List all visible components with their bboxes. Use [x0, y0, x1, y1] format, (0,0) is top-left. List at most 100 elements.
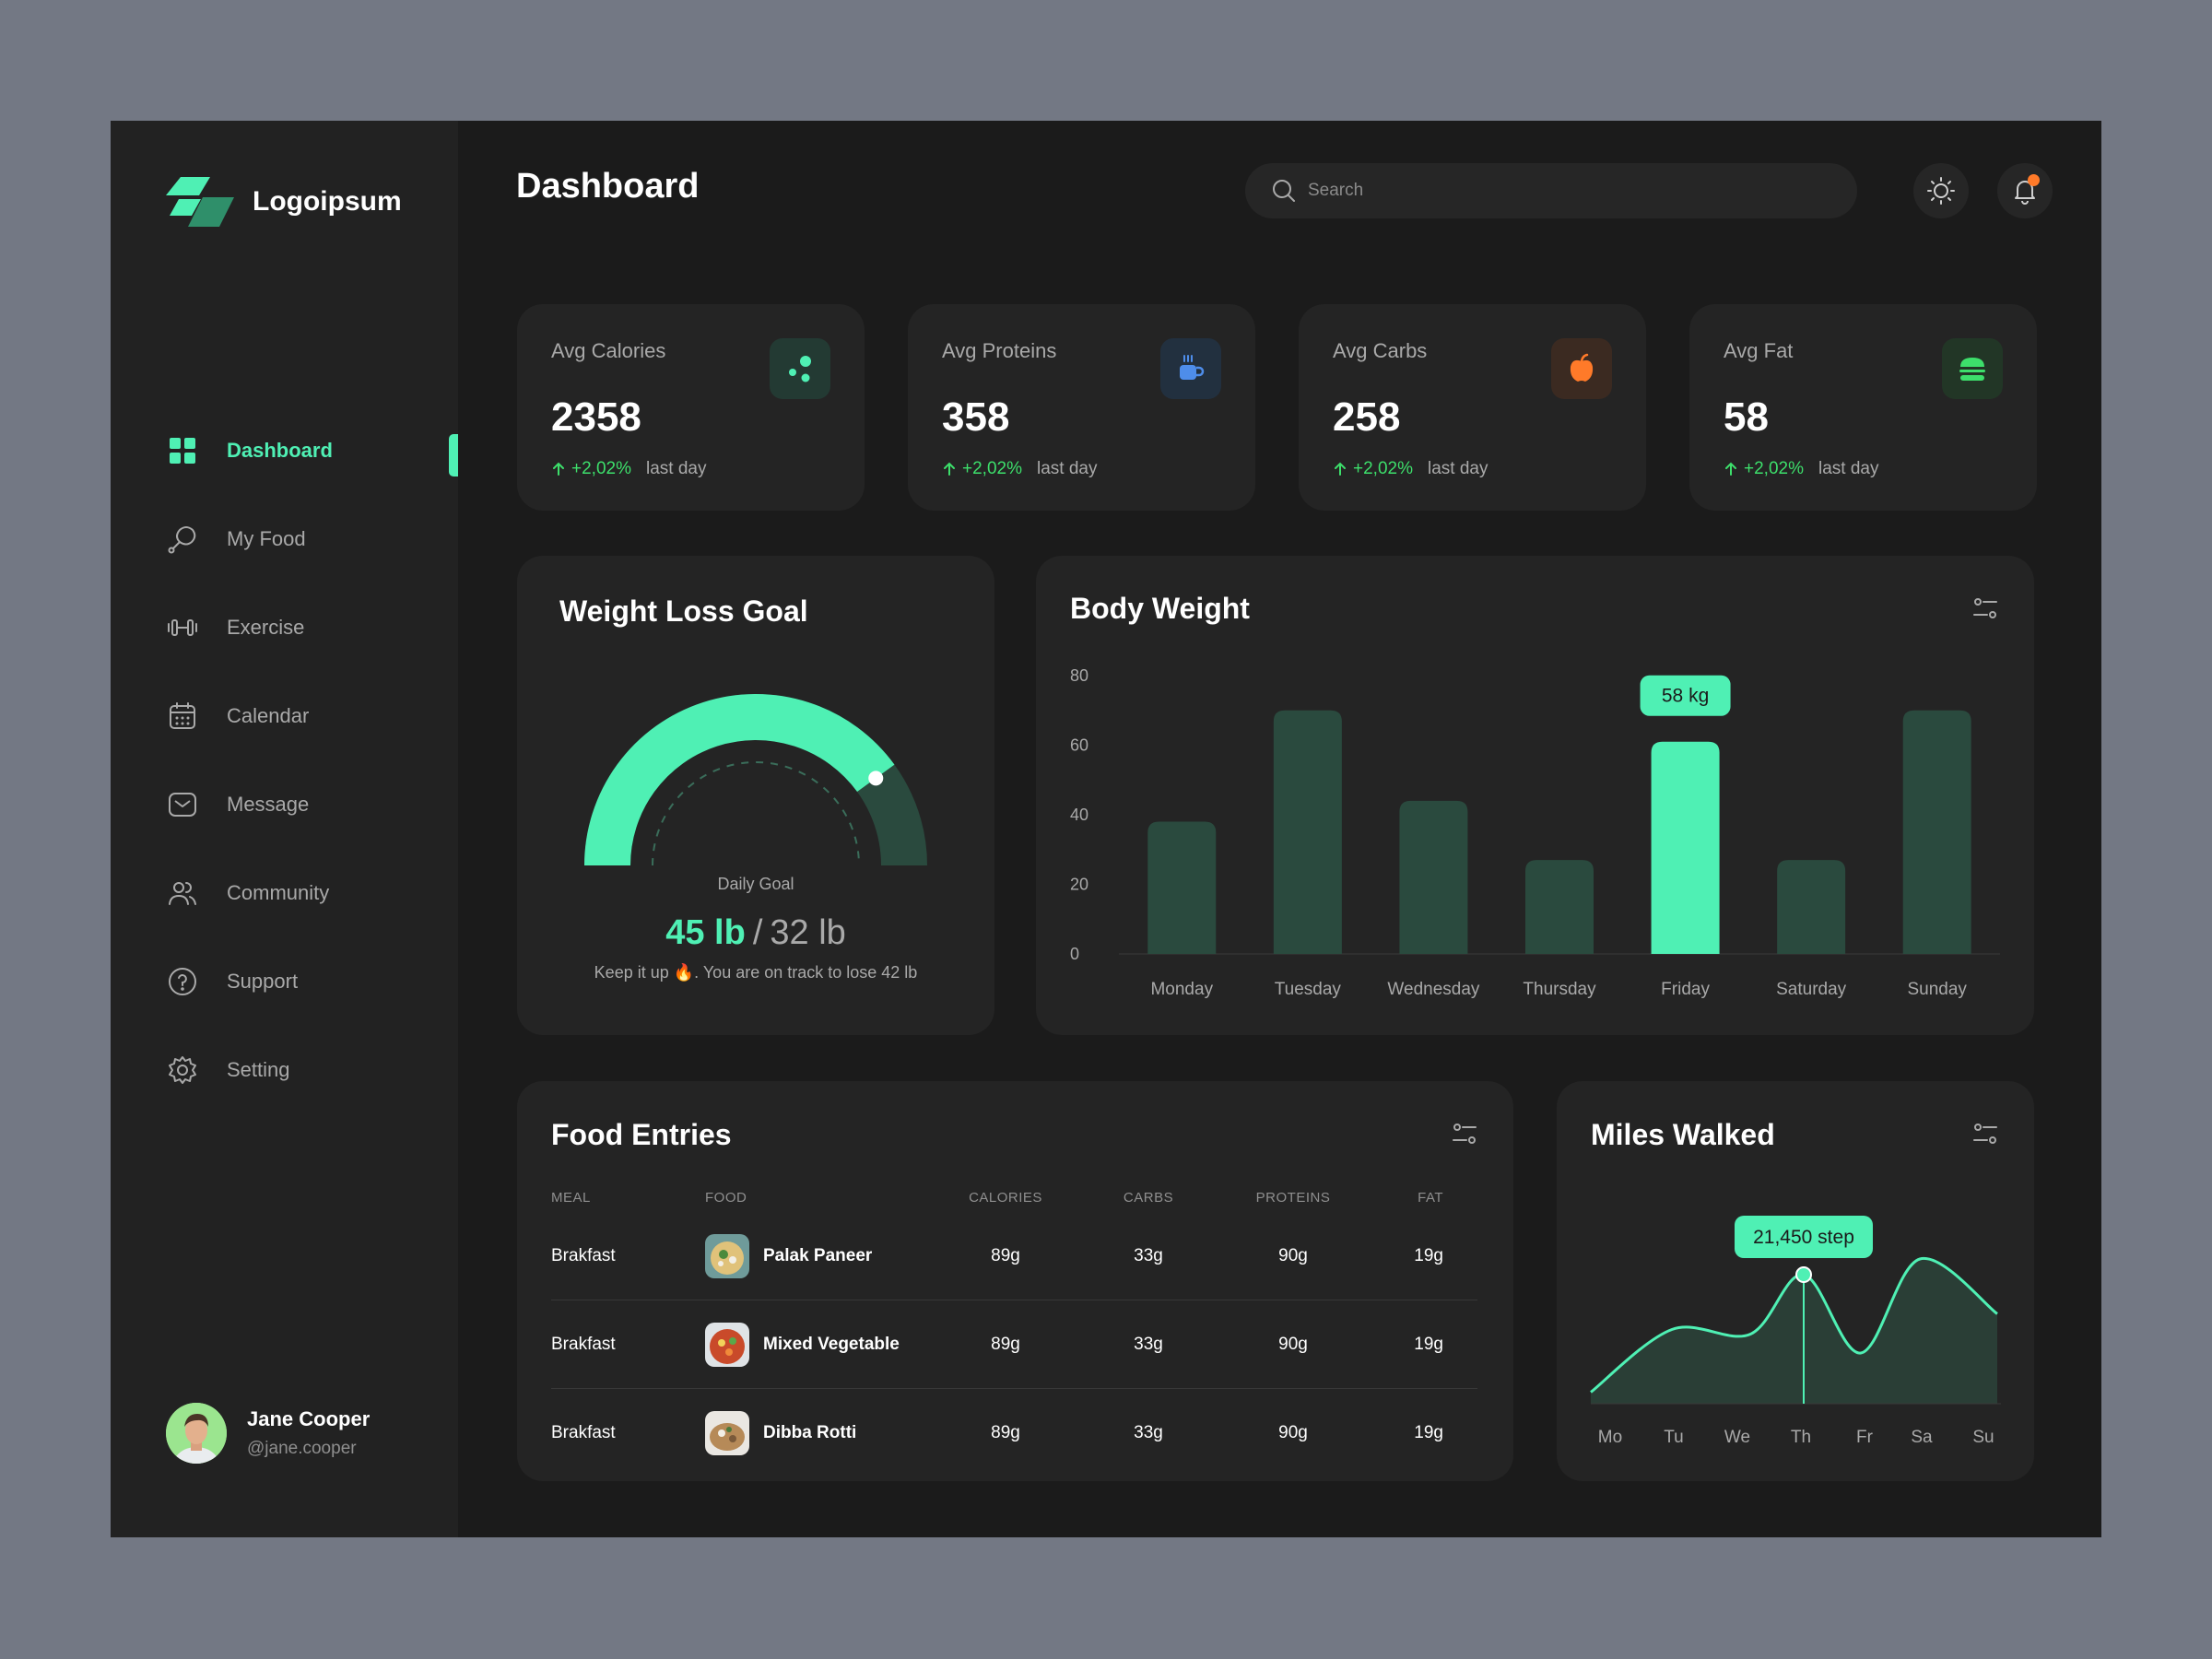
highlight-point[interactable]	[1795, 1266, 1812, 1283]
point-tooltip-label: 21,450 step	[1753, 1227, 1854, 1248]
notifications-button[interactable]	[1997, 163, 2053, 218]
change-period: last day	[1818, 459, 1879, 478]
bar-sunday[interactable]	[1902, 710, 1971, 954]
gear-icon	[167, 1054, 198, 1086]
sidebar-item-my-food[interactable]: My Food	[111, 495, 458, 583]
food-entries-card: Food Entries MEAL FOOD CALORIES CARBS PROTEI…	[517, 1081, 1513, 1481]
cell-text: 19g	[1414, 1246, 1443, 1265]
cell-proteins: 90g	[1238, 1300, 1348, 1389]
column-header: FAT	[1418, 1190, 1443, 1206]
sidebar-item-label: Dashboard	[227, 439, 333, 462]
cell-carbs: 33g	[1093, 1389, 1204, 1477]
cell-text: 90g	[1278, 1335, 1308, 1354]
x-tick-label: Tuesday	[1275, 980, 1342, 999]
sidebar: Logoipsum Dashboard My Food Exercise Calend…	[111, 121, 458, 1537]
sidebar-item-support[interactable]: Support	[111, 937, 458, 1026]
filter-icon[interactable]	[1971, 594, 2000, 623]
user-name: Jane Cooper	[247, 1407, 371, 1430]
bar-tuesday[interactable]	[1273, 710, 1342, 954]
bar-tooltip-label: 58 kg	[1662, 686, 1709, 707]
page-title: Dashboard	[516, 167, 700, 206]
card-title: Food Entries	[551, 1118, 732, 1151]
cell-text: 89g	[991, 1335, 1020, 1354]
sidebar-item-community[interactable]: Community	[111, 849, 458, 937]
cell-text: 33g	[1134, 1246, 1163, 1265]
cell-text: 19g	[1414, 1335, 1443, 1354]
stat-card-avg-fat: Avg Fat 58 +2,02% last day	[1689, 304, 2037, 511]
column-header: PROTEINS	[1255, 1190, 1331, 1206]
miles-walked-card: Miles Walked 21,450 step Mo Tu We Th Fr Sa Su	[1557, 1081, 2034, 1481]
sidebar-item-calendar[interactable]: Calendar	[111, 672, 458, 760]
gauge-knob[interactable]	[868, 771, 884, 786]
y-tick-label: 80	[1070, 666, 1088, 685]
stat-change: +2,02% last day	[942, 459, 1097, 479]
table-row[interactable]: Brakfast Mixed Vegetable 89g 33g 90g 19g	[551, 1300, 1477, 1389]
cell-fat: 19g	[1333, 1389, 1443, 1477]
cell-text: 89g	[991, 1423, 1020, 1442]
food-thumbnail	[705, 1234, 749, 1278]
table-row[interactable]: Brakfast Palak Paneer 89g 33g 90g 19g	[551, 1212, 1477, 1300]
goal-values: 45 lb/32 lb	[517, 913, 994, 953]
stat-label: Avg Carbs	[1333, 339, 1428, 362]
y-tick-label: 60	[1070, 736, 1088, 755]
x-tick-label: Sunday	[1907, 980, 1967, 999]
search-bar[interactable]	[1245, 163, 1857, 218]
cell-text: Brakfast	[551, 1335, 616, 1354]
x-tick-label: Su	[1972, 1428, 1994, 1447]
bar-saturday[interactable]	[1777, 860, 1846, 954]
sidebar-item-dashboard[interactable]: Dashboard	[111, 406, 458, 495]
theme-toggle-button[interactable]	[1913, 163, 1969, 218]
user-profile[interactable]: Jane Cooper @jane.cooper	[166, 1403, 370, 1464]
stat-label: Avg Fat	[1724, 339, 1794, 362]
app-window: Logoipsum Dashboard My Food Exercise Calend…	[111, 121, 2101, 1537]
stat-card-avg-carbs: Avg Carbs 258 +2,02% last day	[1299, 304, 1646, 511]
cell-food: Palak Paneer	[705, 1212, 982, 1300]
logo-icon	[166, 177, 234, 227]
bar-monday[interactable]	[1147, 821, 1217, 954]
mail-icon	[167, 789, 198, 820]
brand-logo[interactable]: Logoipsum	[166, 177, 402, 227]
filter-icon[interactable]	[1450, 1119, 1479, 1148]
target-weight: 32 lb	[770, 913, 846, 952]
y-tick-label: 40	[1070, 806, 1088, 824]
sidebar-nav: Dashboard My Food Exercise Calendar Message C…	[111, 406, 458, 1114]
table-row[interactable]: Brakfast Dibba Rotti 89g 33g 90g 19g	[551, 1389, 1477, 1477]
cell-proteins: 90g	[1238, 1389, 1348, 1477]
cell-calories: 89g	[950, 1300, 1061, 1389]
help-circle-icon	[167, 966, 198, 997]
x-tick-label: Fr	[1856, 1428, 1874, 1447]
change-period: last day	[1036, 459, 1098, 478]
sidebar-item-label: Support	[227, 970, 299, 993]
cell-text: Brakfast	[551, 1423, 616, 1442]
calendar-icon	[167, 700, 198, 732]
x-tick-label: Wednesday	[1387, 980, 1479, 999]
x-tick-label: Tu	[1664, 1428, 1683, 1447]
weight-loss-goal-card: Weight Loss Goal Daily Goal 45 lb/32 lb …	[517, 556, 994, 1035]
cell-text: 19g	[1414, 1423, 1443, 1442]
avatar	[166, 1403, 227, 1464]
sidebar-item-message[interactable]: Message	[111, 760, 458, 849]
change-value: +2,02%	[962, 459, 1022, 478]
bar-friday[interactable]	[1651, 741, 1720, 954]
sidebar-item-label: Message	[227, 793, 310, 816]
x-tick-label: Mo	[1598, 1428, 1622, 1447]
sidebar-item-setting[interactable]: Setting	[111, 1026, 458, 1114]
sidebar-item-label: Setting	[227, 1058, 290, 1081]
bar-thursday[interactable]	[1525, 860, 1594, 954]
sidebar-item-label: Exercise	[227, 616, 305, 639]
sun-icon	[1927, 177, 1955, 205]
arrow-up-icon	[1335, 462, 1346, 476]
cell-text: 90g	[1278, 1423, 1308, 1442]
card-title: Miles Walked	[1591, 1118, 1775, 1151]
card-title: Weight Loss Goal	[559, 594, 808, 628]
gauge-subtitle: Daily Goal	[717, 875, 794, 893]
y-tick-label: 0	[1070, 945, 1079, 963]
search-input[interactable]	[1308, 181, 1824, 201]
stat-value: 58	[1724, 394, 1769, 440]
body-weight-chart: 0 20 40 60 80 Monday Tuesday Wednesday Thursday F…	[1070, 666, 2000, 999]
cell-carbs: 33g	[1093, 1300, 1204, 1389]
stat-card-avg-proteins: Avg Proteins 358 +2,02% last day	[908, 304, 1255, 511]
bar-wednesday[interactable]	[1399, 800, 1468, 954]
filter-icon[interactable]	[1971, 1119, 2000, 1148]
sidebar-item-exercise[interactable]: Exercise	[111, 583, 458, 672]
